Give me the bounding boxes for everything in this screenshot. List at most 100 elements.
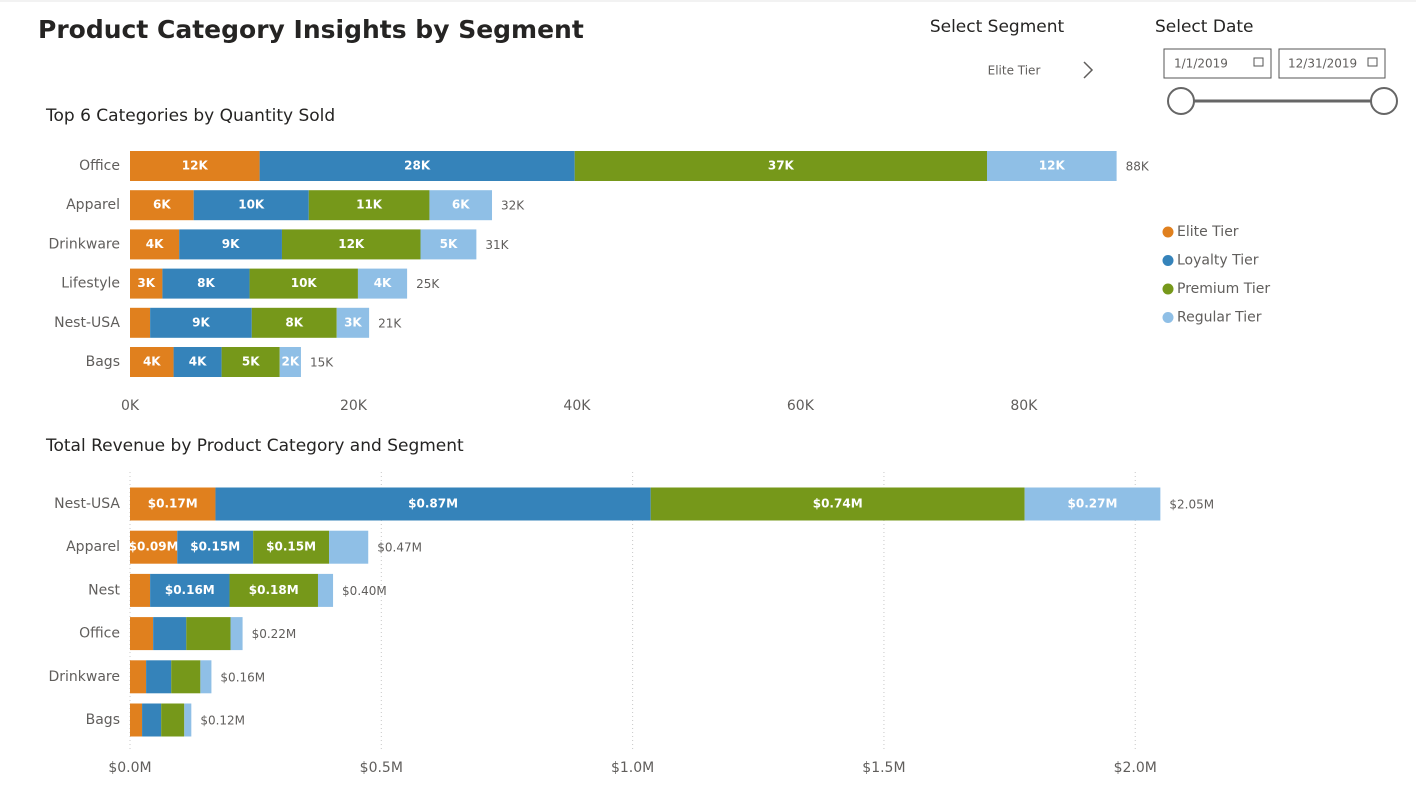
chart-title: Top 6 Categories by Quantity Sold <box>45 106 335 126</box>
data-label: 4K <box>146 237 164 251</box>
bar-segment <box>259 151 575 181</box>
data-label: $0.74M <box>813 497 863 511</box>
legend-label: Premium Tier <box>1177 281 1270 297</box>
data-label: 28K <box>404 159 431 173</box>
bar-segment <box>986 151 1117 181</box>
start-date-box[interactable] <box>1163 48 1272 79</box>
date-slider-handle[interactable] <box>1167 87 1195 115</box>
bar-segment <box>171 660 201 694</box>
x-tick-label: 40K <box>563 398 591 414</box>
total-label: $0.40M <box>342 584 387 598</box>
data-label: $0.27M <box>1068 497 1118 511</box>
bar-segment <box>253 530 330 564</box>
data-label: 2K <box>282 355 300 369</box>
data-label: 5K <box>242 355 260 369</box>
bar-segment <box>142 703 162 737</box>
y-tick-label: Apparel <box>66 197 120 213</box>
calendar-icon[interactable] <box>1253 57 1264 67</box>
y-tick-label: Office <box>79 626 120 642</box>
bar-segment <box>130 307 151 338</box>
bar-segment <box>130 229 180 260</box>
data-label: $0.16M <box>165 583 215 597</box>
data-label: 3K <box>344 315 362 329</box>
bar-segment <box>184 703 192 737</box>
total-label: 32K <box>501 199 525 213</box>
x-tick-label: $2.0M <box>1114 760 1157 776</box>
data-label: 3K <box>137 276 155 290</box>
bar-segment <box>130 347 174 377</box>
x-tick-label: $0.5M <box>360 760 403 776</box>
bar-segment <box>429 190 493 221</box>
bar-segment <box>130 660 147 694</box>
data-label: 4K <box>189 355 207 369</box>
bar-segment <box>329 530 369 564</box>
legend-marker <box>1162 312 1174 323</box>
date-slider-handle[interactable] <box>1370 87 1398 115</box>
segment-next-arrow[interactable] <box>1083 61 1094 79</box>
data-label: $0.15M <box>266 540 316 554</box>
bar-segment <box>130 151 260 181</box>
legend-label: Regular Tier <box>1177 310 1262 326</box>
x-tick-label: 60K <box>787 398 815 414</box>
data-label: 12K <box>338 237 365 251</box>
bar-segment <box>162 268 250 299</box>
bar-segment <box>130 487 216 521</box>
bar-segment <box>336 307 370 338</box>
data-label: 8K <box>285 315 303 329</box>
total-label: 21K <box>378 316 402 330</box>
bar-segment <box>177 530 254 564</box>
bar-segment <box>249 268 358 299</box>
total-label: $2.05M <box>1169 498 1214 512</box>
data-label: $0.17M <box>148 497 198 511</box>
bar-segment <box>650 487 1025 521</box>
bar-segment <box>130 268 163 299</box>
x-tick-label: $1.0M <box>611 760 654 776</box>
bar-segment <box>317 573 334 607</box>
data-label: 12K <box>1039 159 1066 173</box>
chart-title: Total Revenue by Product Category and Se… <box>45 436 464 456</box>
bar-segment <box>193 190 309 221</box>
data-label: 10K <box>291 276 318 290</box>
x-tick-label: 80K <box>1010 398 1038 414</box>
data-label: 5K <box>440 237 458 251</box>
bar-segment <box>1024 487 1161 521</box>
x-tick-label: $1.5M <box>862 760 905 776</box>
bar-segment <box>230 617 243 651</box>
end-date-box[interactable] <box>1278 48 1386 79</box>
x-tick-label: $0.0M <box>108 760 151 776</box>
bar-segment <box>281 229 421 260</box>
bar-segment <box>130 190 194 221</box>
data-label: 4K <box>374 276 392 290</box>
bar-segment <box>153 617 187 651</box>
bar-segment <box>279 347 301 377</box>
bar-segment <box>215 487 651 521</box>
bar-segment <box>308 190 430 221</box>
y-tick-label: Bags <box>86 354 120 370</box>
y-tick-label: Lifestyle <box>61 276 120 292</box>
data-label: $0.87M <box>408 497 458 511</box>
page-title: Product Category Insights by Segment <box>38 15 584 44</box>
bar-segment <box>130 573 151 607</box>
y-tick-label: Drinkware <box>49 236 121 252</box>
data-label: 9K <box>222 237 240 251</box>
total-label: $0.16M <box>220 670 265 684</box>
bar-segment <box>229 573 318 607</box>
total-label: $0.22M <box>252 627 297 641</box>
data-label: 4K <box>143 355 161 369</box>
legend-label: Loyalty Tier <box>1177 253 1259 269</box>
segment-slicer-title: Select Segment <box>930 17 1065 37</box>
y-tick-label: Nest-USA <box>54 496 120 512</box>
total-label: 25K <box>416 277 440 291</box>
legend-label: Elite Tier <box>1177 224 1239 240</box>
total-label: $0.47M <box>377 541 422 555</box>
y-tick-label: Office <box>79 158 120 174</box>
legend-marker <box>1162 226 1174 238</box>
bar-segment <box>574 151 987 181</box>
calendar-icon[interactable] <box>1367 57 1378 67</box>
segment-value[interactable]: Elite Tier <box>988 64 1041 78</box>
bar-segment <box>150 307 252 338</box>
y-tick-label: Drinkware <box>49 669 121 685</box>
bar-segment <box>150 573 230 607</box>
